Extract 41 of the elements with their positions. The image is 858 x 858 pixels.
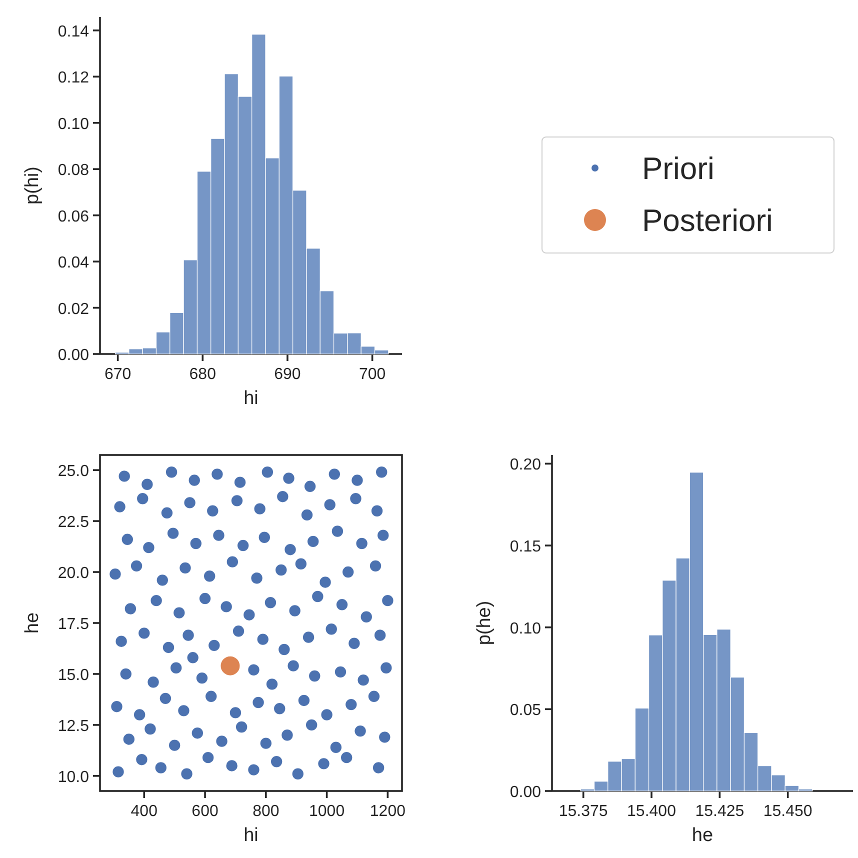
y-tick-label: 0.15 [510, 538, 542, 556]
y-tick-label: 0.06 [58, 208, 90, 226]
y-tick-label: 0.12 [58, 70, 90, 87]
x-tick-label: 680 [189, 366, 216, 383]
y-tick-label: 12.5 [58, 718, 90, 735]
x-tick-label: 1200 [370, 803, 406, 820]
x-tick-label: 690 [274, 366, 301, 383]
x-tick-label: 1000 [309, 803, 345, 820]
y-tick-label: 20.0 [58, 565, 90, 582]
y-tick-label: 10.0 [58, 768, 90, 786]
y-tick-label: 0.02 [58, 300, 90, 318]
x-tick-label: 15.375 [558, 803, 608, 820]
x-tick-label: 600 [192, 803, 218, 820]
y-tick-label: 0.14 [58, 23, 90, 40]
x-axis-title: he [692, 825, 714, 846]
y-tick-label: 0.04 [58, 254, 90, 272]
y-tick-label: 0.00 [510, 784, 542, 801]
y-tick-label: 25.0 [58, 463, 90, 480]
y-tick-label: 15.0 [58, 666, 90, 684]
x-tick-label: 15.400 [627, 803, 676, 820]
legend-label: Posteriori [642, 203, 773, 238]
x-tick-label: 15.425 [695, 803, 744, 820]
x-tick-label: 15.450 [763, 803, 812, 820]
y-axis-title: he [22, 612, 43, 634]
y-tick-label: 0.20 [510, 456, 542, 474]
y-axis-title: p(hi) [22, 166, 43, 205]
y-tick-label: 0.08 [58, 162, 90, 180]
x-axis-title: hi [244, 388, 258, 409]
x-tick-label: 400 [130, 803, 158, 820]
y-tick-label: 0.00 [58, 347, 90, 364]
y-tick-label: 17.5 [58, 616, 90, 633]
legend-label: Priori [642, 151, 714, 186]
y-axis-title: p(he) [474, 600, 495, 646]
x-tick-label: 800 [252, 803, 280, 820]
y-tick-label: 0.10 [510, 620, 542, 638]
x-tick-label: 700 [358, 366, 386, 383]
y-tick-label: 22.5 [58, 514, 90, 532]
x-tick-label: 670 [104, 366, 132, 383]
x-axis-title: hi [244, 825, 258, 846]
y-tick-label: 0.10 [58, 116, 90, 133]
y-tick-label: 0.05 [510, 702, 542, 720]
